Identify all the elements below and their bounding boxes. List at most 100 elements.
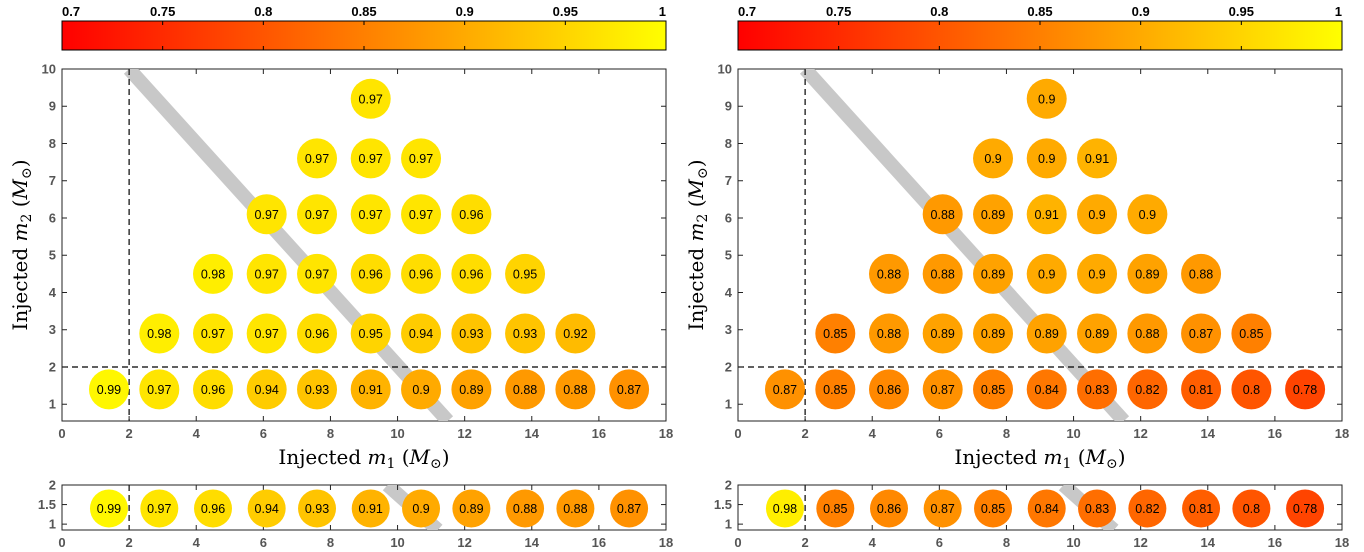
data-point <box>1181 369 1222 410</box>
x-tick-label: 10 <box>390 535 404 550</box>
data-point-label: 0.97 <box>147 502 171 516</box>
data-point-label: 0.86 <box>877 502 901 516</box>
data-point-label: 0.87 <box>617 502 641 516</box>
data-point <box>609 369 650 410</box>
data-point <box>922 369 963 410</box>
data-point <box>1077 369 1118 410</box>
data-point <box>139 369 180 410</box>
colorbar-tick-label: 0.85 <box>1027 4 1052 19</box>
y-tick-label: 7 <box>725 173 732 188</box>
data-point <box>973 138 1014 179</box>
data-point <box>1181 253 1222 294</box>
panel-2: 0.7 0.75 0.8 0.85 0.9 0.95 10 2 4 6 8 10 12 14 16 18123… <box>684 4 1349 472</box>
data-point <box>297 369 338 410</box>
data-point-label: 0.89 <box>1035 327 1059 341</box>
data-point <box>297 253 338 294</box>
data-point-label: 0.88 <box>563 502 587 516</box>
data-point <box>1026 253 1067 294</box>
y-tick-label: 1 <box>725 517 732 532</box>
data-point-label: 0.81 <box>1189 383 1213 397</box>
x-axis-label: Injected m1 (M⊙) <box>278 445 449 472</box>
data-point-label: 0.85 <box>981 383 1005 397</box>
data-point <box>869 313 909 354</box>
x-tick-label: 2 <box>125 535 132 550</box>
data-point <box>452 489 491 528</box>
data-point-label: 0.96 <box>459 208 483 222</box>
data-point-label: 0.88 <box>513 383 537 397</box>
data-point <box>88 369 129 410</box>
data-point-label: 0.87 <box>617 383 641 397</box>
data-point <box>401 369 442 410</box>
data-point <box>973 313 1014 354</box>
data-point <box>923 489 962 528</box>
data-point <box>1027 489 1066 528</box>
y-tick-label: 5 <box>725 248 732 263</box>
colorbar <box>737 20 1343 51</box>
data-point <box>246 369 287 410</box>
data-point-label: 0.87 <box>931 502 955 516</box>
data-point <box>350 194 391 235</box>
x-tick-label: 6 <box>260 426 267 441</box>
y-tick-label: 1 <box>49 397 56 412</box>
colorbar-tick-label: 0.8 <box>930 4 948 19</box>
data-point-label: 0.83 <box>1085 383 1109 397</box>
data-point <box>1026 313 1067 354</box>
data-point-label: 0.96 <box>201 383 225 397</box>
x-tick-label: 16 <box>1268 535 1282 550</box>
data-point <box>764 369 805 410</box>
data-point <box>1077 313 1118 354</box>
data-point-label: 0.88 <box>563 383 587 397</box>
data-point-label: 0.93 <box>305 502 329 516</box>
data-point-label: 0.97 <box>201 327 225 341</box>
colorbar-tick-label: 0.95 <box>1229 4 1254 19</box>
data-point <box>974 489 1013 528</box>
data-point <box>297 138 338 179</box>
data-point-label: 0.78 <box>1293 383 1317 397</box>
y-tick-label: 6 <box>725 210 732 225</box>
data-point <box>350 369 391 410</box>
data-point <box>973 253 1014 294</box>
data-point-label: 0.96 <box>201 502 225 516</box>
data-point <box>1127 194 1168 235</box>
y-tick-label: 4 <box>725 285 733 300</box>
y-tick-label: 9 <box>49 99 56 114</box>
x-tick-label: 0 <box>734 535 741 550</box>
data-point-label: 0.97 <box>359 208 383 222</box>
x-tick-label: 6 <box>936 535 943 550</box>
data-point <box>246 313 287 354</box>
data-point <box>297 313 338 354</box>
data-point <box>1078 489 1117 528</box>
y-tick-label: 6 <box>49 210 56 225</box>
data-point <box>922 313 963 354</box>
data-point <box>1127 253 1168 294</box>
data-point <box>816 489 855 528</box>
x-tick-label: 16 <box>592 426 606 441</box>
data-point-label: 0.9 <box>1038 267 1055 281</box>
y-tick-label: 1.5 <box>38 497 56 512</box>
data-point-label: 0.83 <box>1085 502 1109 516</box>
data-point-label: 0.98 <box>201 267 225 281</box>
data-point-label: 0.87 <box>773 383 797 397</box>
x-tick-label: 18 <box>1335 535 1349 550</box>
data-point-label: 0.92 <box>563 327 587 341</box>
data-point <box>246 194 287 235</box>
data-point <box>870 489 908 528</box>
data-point <box>1026 194 1067 235</box>
data-point <box>402 489 441 528</box>
data-point <box>1231 369 1272 410</box>
colorbar <box>61 20 667 51</box>
data-point-label: 0.89 <box>1135 267 1159 281</box>
data-point-label: 0.97 <box>409 152 433 166</box>
data-point-label: 0.85 <box>1239 327 1263 341</box>
data-point <box>297 194 338 235</box>
y-tick-label: 8 <box>49 136 56 151</box>
data-point-label: 0.86 <box>877 383 901 397</box>
x-tick-label: 12 <box>1133 426 1147 441</box>
y-tick-label: 1.5 <box>714 497 732 512</box>
data-point <box>506 489 545 528</box>
plot-frame <box>61 68 667 422</box>
data-point <box>1026 78 1067 119</box>
colorbar-tick-label: 1 <box>1335 4 1342 19</box>
data-point <box>1232 489 1271 528</box>
